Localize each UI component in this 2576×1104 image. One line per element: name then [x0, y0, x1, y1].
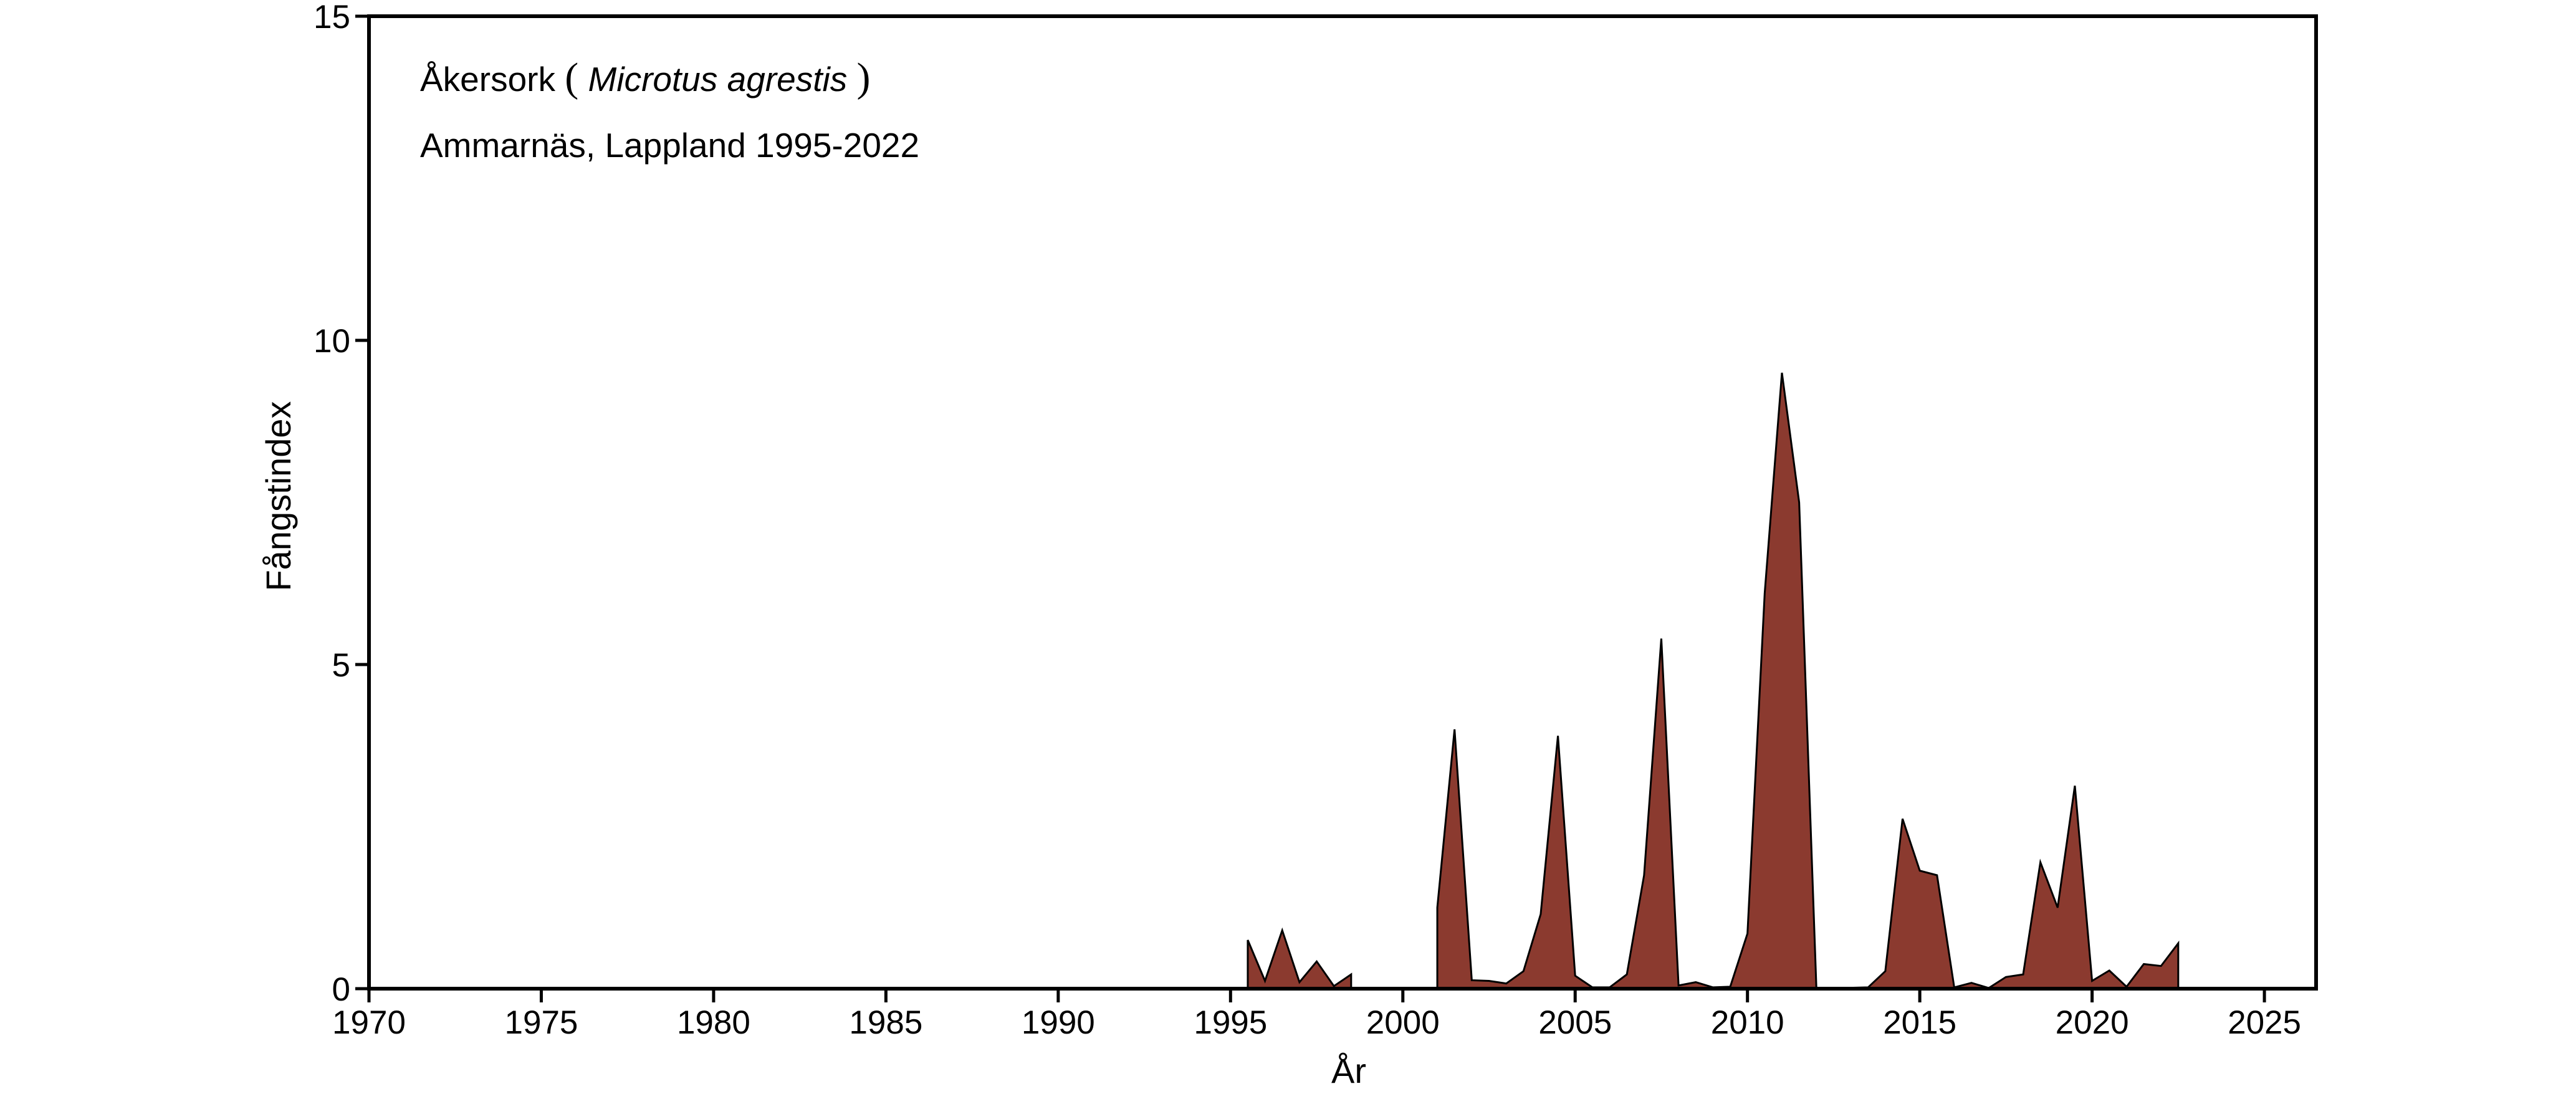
- x-tick-label: 1985: [849, 1004, 922, 1041]
- area-series-0: [1247, 372, 2180, 990]
- x-tick-label: 1990: [1022, 1004, 1095, 1041]
- x-tick-label: 1975: [505, 1004, 578, 1041]
- y-tick-label: 0: [332, 971, 350, 1008]
- x-tick-label: 2020: [2056, 1004, 2129, 1041]
- species-latin-name: Microtus agrestis: [588, 60, 848, 98]
- species-common-name: Åkersork: [420, 60, 555, 98]
- x-tick-label: 2000: [1366, 1004, 1440, 1041]
- x-ticks: 1970 1975 1980 1985 1990 1995 2000 2005 2010 2015…: [332, 989, 2301, 1041]
- x-tick-label: 2010: [1711, 1004, 1784, 1041]
- y-axis-label: Fångstindex: [259, 401, 298, 591]
- x-tick-label: 1970: [332, 1004, 406, 1041]
- x-tick-label: 2005: [1538, 1004, 1612, 1041]
- y-tick-label: 10: [314, 323, 350, 360]
- paren-open: (: [565, 55, 578, 100]
- x-tick-label: 1980: [677, 1004, 750, 1041]
- x-tick-label: 2025: [2228, 1004, 2301, 1041]
- y-tick-label: 5: [332, 647, 350, 684]
- species-annotation: Åkersork ( Microtus agrestis ): [420, 55, 870, 100]
- x-axis-label: År: [1331, 1051, 1366, 1090]
- x-tick-label: 1995: [1194, 1004, 1267, 1041]
- x-tick-label: 2015: [1883, 1004, 1956, 1041]
- location-annotation: Ammarnäs, Lappland 1995-2022: [420, 126, 919, 165]
- y-ticks: 0 5 10 15: [314, 0, 369, 1008]
- area-layer: [1247, 372, 2180, 990]
- plot-frame: [367, 14, 2318, 991]
- paren-close: ): [857, 55, 871, 100]
- y-tick-label: 15: [314, 0, 350, 36]
